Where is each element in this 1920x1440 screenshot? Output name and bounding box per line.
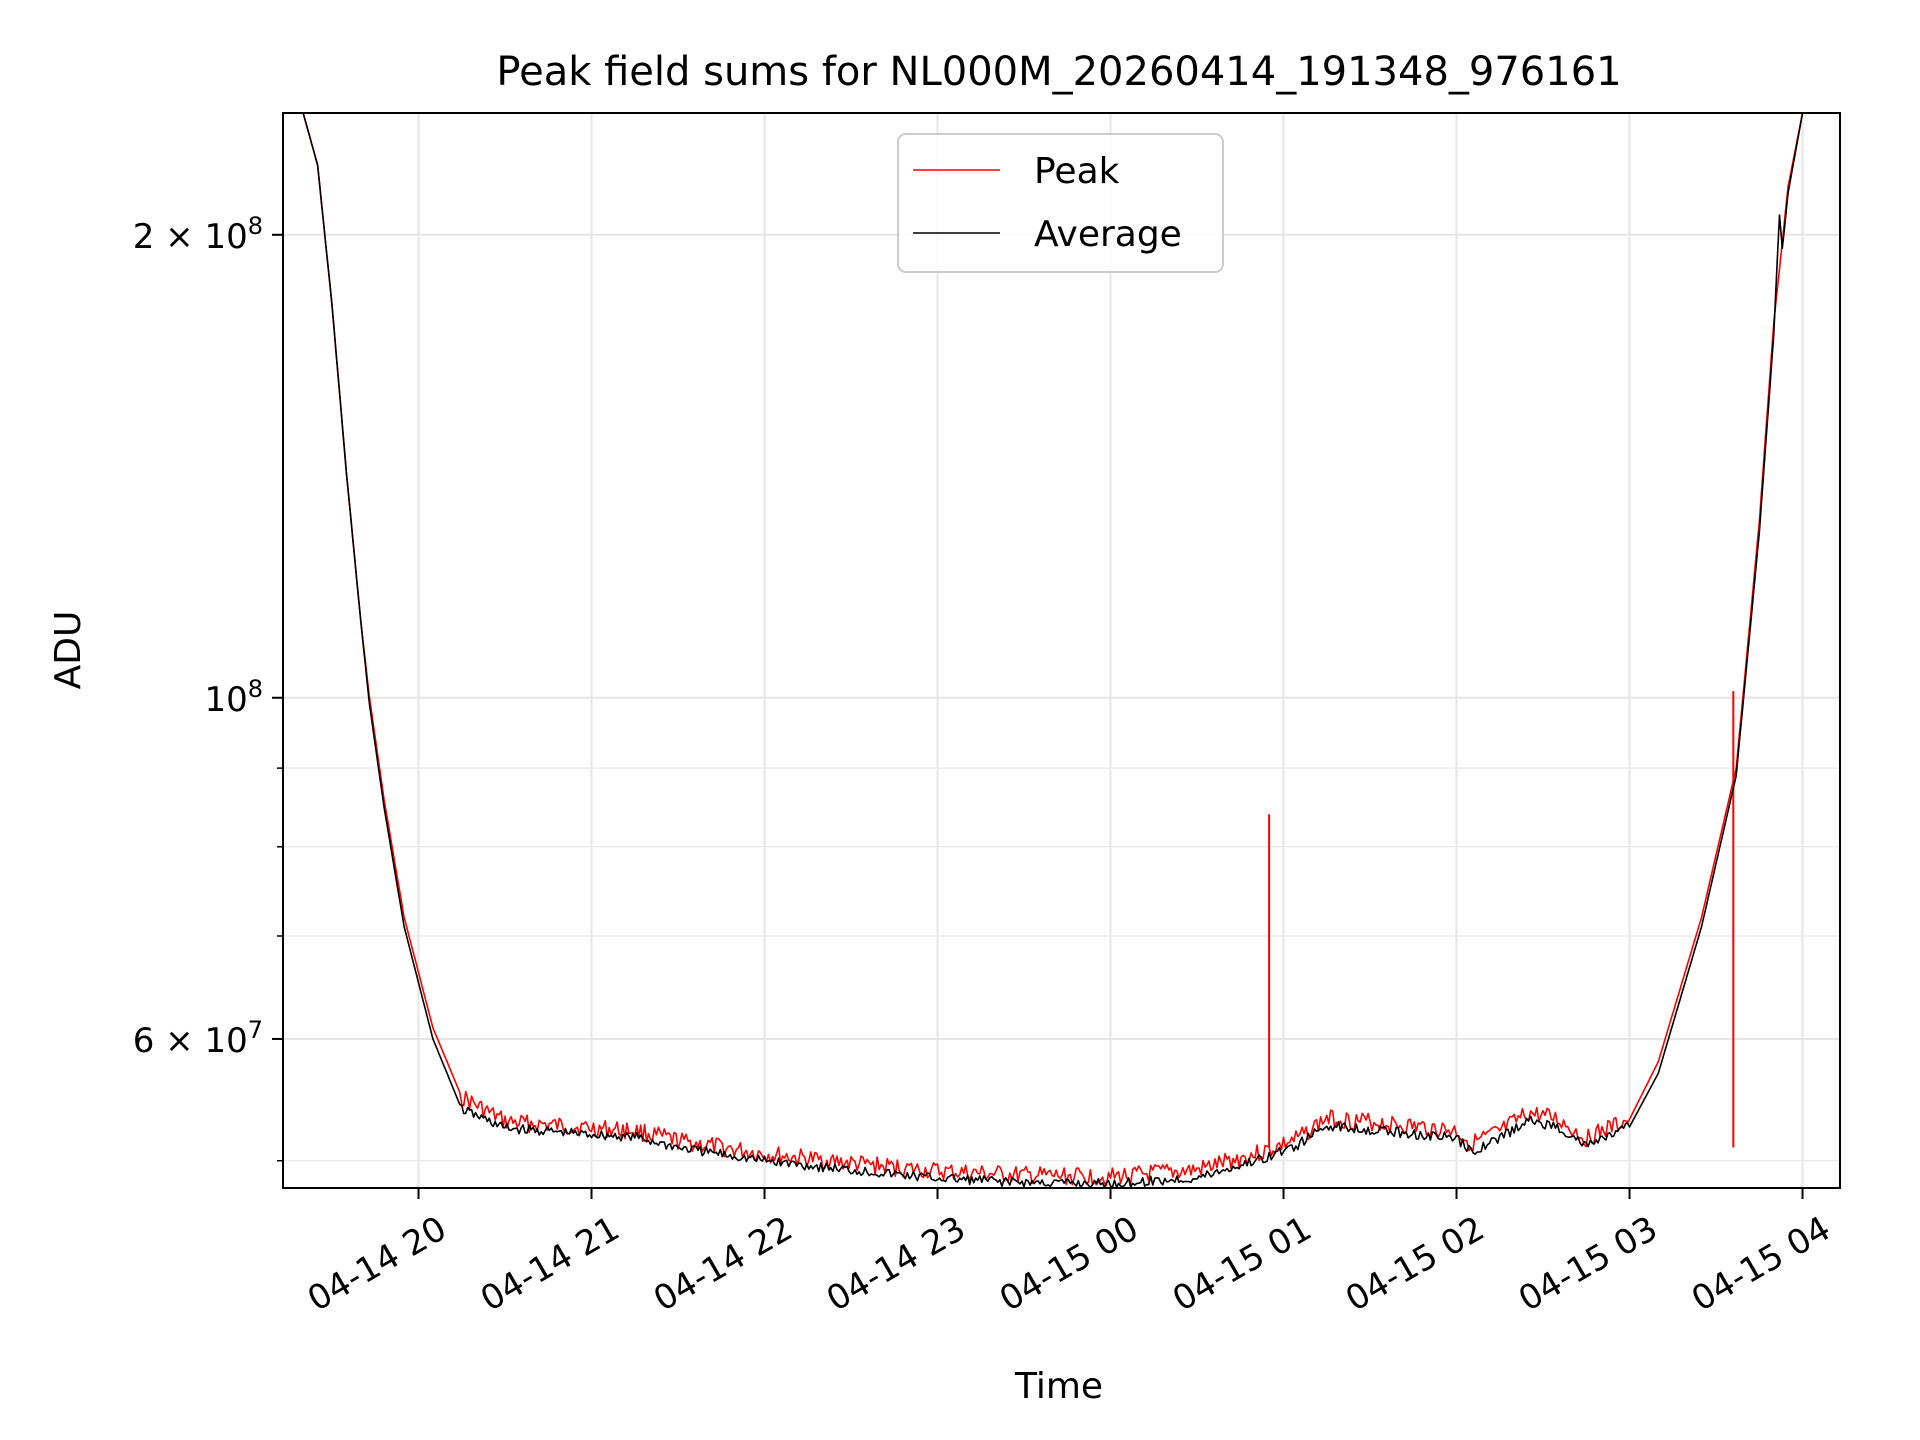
y-tick-label: 108: [204, 675, 263, 720]
legend-label-peak: Peak: [1034, 151, 1120, 192]
gridlines: [283, 113, 1840, 1188]
legend-box: [897, 133, 1224, 273]
series-layer: [283, 113, 1840, 1188]
y-tick-mantissa: 2 × 10: [133, 217, 248, 257]
legend: Peak Average: [897, 133, 1224, 273]
chart-title: Peak field sums for NL000M_20260414_1913…: [496, 49, 1621, 95]
y-tick-label: 6 × 107: [133, 1016, 263, 1061]
plot-frame: [282, 112, 1841, 1189]
y-axis-label: ADU: [48, 611, 89, 690]
series-line-average: [283, 113, 1840, 1188]
y-tick-mantissa: 6 × 10: [133, 1021, 248, 1061]
series-line-peak: [283, 113, 1840, 1187]
y-tick-exponent: 8: [248, 675, 263, 703]
legend-label-average: Average: [1034, 214, 1182, 255]
y-tick-label: 2 × 108: [133, 212, 263, 257]
x-axis-label: Time: [1014, 1366, 1103, 1407]
y-tick-exponent: 8: [248, 212, 263, 240]
y-tick-exponent: 7: [248, 1016, 263, 1044]
